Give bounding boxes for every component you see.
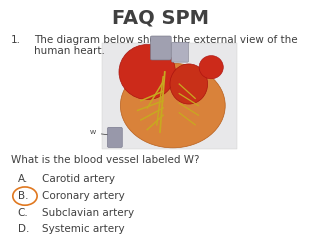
Ellipse shape [199,56,223,79]
FancyBboxPatch shape [150,36,171,60]
Text: A.: A. [18,174,28,184]
Text: C.: C. [18,208,28,218]
Text: 1.: 1. [11,35,21,45]
Text: Subclavian artery: Subclavian artery [42,208,134,218]
FancyBboxPatch shape [108,127,122,147]
FancyBboxPatch shape [172,42,188,62]
Text: D.: D. [18,224,29,234]
Text: Systemic artery: Systemic artery [42,224,124,234]
Text: W: W [90,130,112,136]
Text: Coronary artery: Coronary artery [42,191,124,201]
Text: Carotid artery: Carotid artery [42,174,115,184]
Ellipse shape [120,63,225,148]
FancyBboxPatch shape [102,43,237,149]
Text: The diagram below shows the external view of the
human heart.: The diagram below shows the external vie… [34,35,297,56]
Ellipse shape [170,64,208,104]
Ellipse shape [119,45,175,99]
Text: B.: B. [18,191,28,201]
Text: What is the blood vessel labeled W?: What is the blood vessel labeled W? [11,155,200,165]
Text: FAQ SPM: FAQ SPM [111,8,209,27]
